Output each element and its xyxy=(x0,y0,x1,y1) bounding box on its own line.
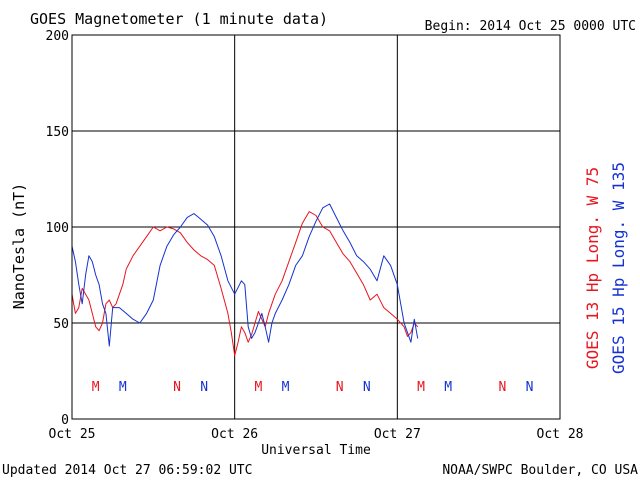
marker-M: M xyxy=(282,380,290,395)
grid-lines xyxy=(72,35,560,419)
x-tick-label: Oct 28 xyxy=(537,427,584,442)
y-tick-label: 100 xyxy=(46,221,69,236)
legend-goes13: GOES 13 Hp Long. W 75 xyxy=(583,167,602,369)
marker-M: M xyxy=(254,380,262,395)
marker-N: N xyxy=(526,380,534,395)
marker-N: N xyxy=(363,380,371,395)
plot-frame xyxy=(71,34,561,420)
begin-time: Begin: 2014 Oct 25 0000 UTC xyxy=(425,19,636,34)
series-lines xyxy=(71,203,419,357)
y-tick-label: 150 xyxy=(46,125,69,140)
x-tick-labels: Oct 25 Oct 26 Oct 27 Oct 28 xyxy=(49,427,584,442)
y-axis-label: NanoTesla (nT) xyxy=(10,183,28,309)
series-line-goes13 xyxy=(71,211,419,357)
x-tick-label: Oct 27 xyxy=(374,427,421,442)
y-tick-label: 50 xyxy=(53,317,69,332)
x-tick-label: Oct 26 xyxy=(211,427,258,442)
legend-goes15: GOES 15 Hp Long. W 135 xyxy=(609,162,628,374)
marker-N: N xyxy=(336,380,344,395)
y-tick-label: 200 xyxy=(46,29,69,44)
marker-M: M xyxy=(417,380,425,395)
marker-M: M xyxy=(119,380,127,395)
updated-time: Updated 2014 Oct 27 06:59:02 UTC xyxy=(2,463,252,478)
marker-N: N xyxy=(200,380,208,395)
source-credit: NOAA/SWPC Boulder, CO USA xyxy=(442,463,638,478)
series-line-goes15 xyxy=(71,203,419,347)
x-tick-label: Oct 25 xyxy=(49,427,96,442)
marker-M: M xyxy=(92,380,100,395)
y-tick-labels: 0 50 100 150 200 xyxy=(46,29,69,428)
marker-N: N xyxy=(173,380,181,395)
y-tick-label: 0 xyxy=(61,413,69,428)
marker-M: M xyxy=(444,380,452,395)
marker-N: N xyxy=(498,380,506,395)
x-axis-label: Universal Time xyxy=(261,443,371,458)
chart-title: GOES Magnetometer (1 minute data) xyxy=(30,10,328,28)
